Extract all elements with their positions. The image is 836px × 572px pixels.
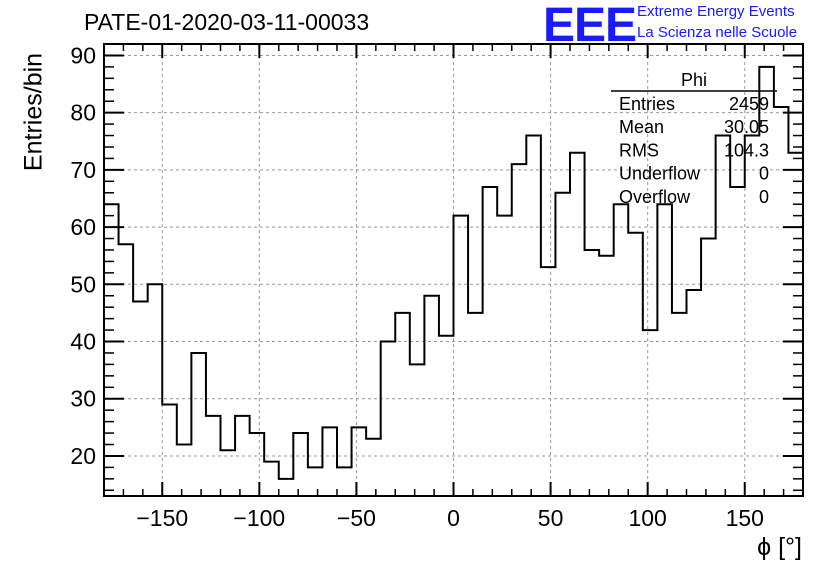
- x-axis-label: ϕ [°]: [757, 533, 802, 561]
- stats-value: 0: [759, 164, 769, 184]
- y-axis-label: Entries/bin: [19, 52, 48, 172]
- stats-box: Phi Entries 2459 Mean 30.05 RMS 104.3 Underflow…: [611, 70, 777, 207]
- x-tick-label: 150: [726, 505, 764, 531]
- y-tick-label: 80: [70, 100, 96, 126]
- x-tick-label: −100: [233, 505, 285, 531]
- stats-value: 0: [759, 187, 769, 207]
- histogram-series: [104, 65, 803, 480]
- y-tick-label: 20: [70, 443, 96, 469]
- stats-label: Overflow: [619, 187, 691, 207]
- y-tick-label: 30: [70, 386, 96, 412]
- x-tick-label: 0: [447, 505, 460, 531]
- y-tick-label: 60: [70, 214, 96, 240]
- x-tick-label: 100: [628, 505, 666, 531]
- logo-line-1: Extreme Energy Events: [637, 3, 795, 20]
- stats-label: Entries: [619, 94, 675, 114]
- stats-value: 30.05: [724, 117, 769, 137]
- logo-line-2: La Scienza nelle Scuole: [637, 24, 798, 41]
- eee-logo: EEE: [543, 0, 637, 52]
- stats-label: Underflow: [619, 164, 701, 184]
- stats-value: 104.3: [724, 140, 769, 160]
- stats-label: Mean: [619, 117, 664, 137]
- y-tick-label: 50: [70, 271, 96, 297]
- stats-label: RMS: [619, 140, 659, 160]
- chart-title: PATE-01-2020-03-11-00033: [84, 9, 370, 35]
- axis-ticks: −150 −100 −50 0 50 100 150 20 30 40 50 60 70 80 90: [70, 42, 803, 531]
- x-tick-label: −50: [337, 505, 376, 531]
- stats-value: 2459: [729, 94, 769, 114]
- x-tick-label: −150: [136, 505, 188, 531]
- x-tick-label: 50: [538, 505, 564, 531]
- y-tick-label: 70: [70, 157, 96, 183]
- y-tick-label: 90: [70, 42, 96, 68]
- stats-name: Phi: [681, 70, 707, 90]
- y-tick-label: 40: [70, 329, 96, 355]
